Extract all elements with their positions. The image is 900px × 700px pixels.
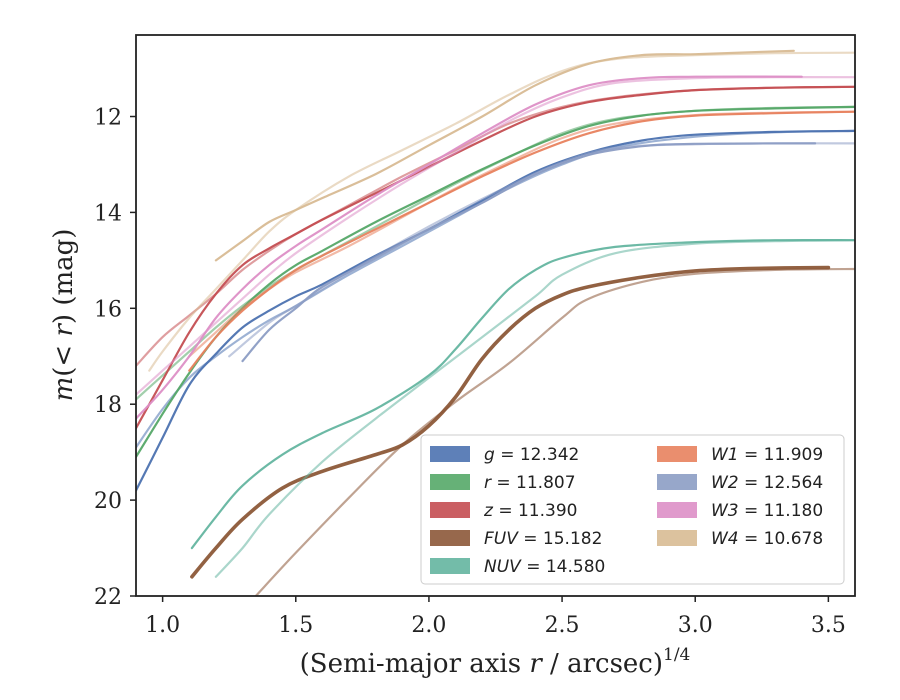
legend-label-g: g = 12.342 [484,445,579,465]
curve-nuv-thick-0 [190,238,855,550]
legend-label-w3: W3 = 11.180 [711,501,823,521]
legend-swatch-w4 [657,530,697,546]
x-tick-label: 3.0 [678,613,713,638]
legend-label-z: z = 11.390 [483,501,577,521]
legend-swatch-w3 [657,502,697,518]
plot-frame [135,34,856,597]
legend-label-w1: W1 = 11.909 [711,445,823,465]
legend-swatch-fuv [430,530,470,546]
legend-box [420,434,845,585]
curve-w2-faint-1 [228,142,855,358]
y-axis-label: m(< r) (mag) [49,229,79,402]
x-tick-label: 1.5 [278,613,313,638]
legend-swatch-nuv [430,558,470,574]
y-tick-label: 22 [94,585,122,610]
x-axis-label: (Semi-major axis r / arcsec)1/4 [300,645,691,679]
curve-fuv-faint-1 [254,267,855,596]
x-tick-label: 2.0 [411,613,446,638]
y-tick-label: 14 [94,201,122,226]
x-tick-label: 1.0 [145,613,180,638]
curve-fuv-band-0 [190,265,831,579]
curve-w1-faint-1 [188,110,855,358]
curve-r-faint-1 [136,105,855,401]
legend-label-nuv: NUV = 14.580 [484,557,605,577]
x-tick-label: 3.5 [811,613,846,638]
y-tick-label: 12 [94,106,122,131]
curve-w4-faint-1 [148,51,855,372]
legend-label-w4: W4 = 10.678 [711,529,823,549]
x-tick-label: 2.5 [545,613,580,638]
legend-swatch-w2 [657,474,697,490]
legend-label-w2: W2 = 12.564 [711,473,823,493]
y-tick-label: 18 [94,393,122,418]
legend: g = 12.342 r = 11.807 z = 11.390 FUV = 15.1… [420,434,845,585]
legend-label-r: r = 11.807 [484,473,576,493]
curve-nuv-faint-1 [214,239,855,578]
curve-g-faint-1 [136,129,855,449]
tick-layer: 1.0 1.5 2.0 2.5 3.0 3.5 12 14 16 18 20 22 [94,106,846,638]
y-tick-label: 20 [94,489,122,514]
legend-swatch-g [430,446,470,462]
curve-w3-faint-1 [136,76,855,396]
legend-swatch-r [430,474,470,490]
curve-z-faint-1 [136,85,855,367]
y-tick-label: 16 [94,297,122,322]
curve-layer [136,49,855,596]
legend-swatch-w1 [657,446,697,462]
legend-swatch-z [430,502,470,518]
legend-label-fuv: FUV = 15.182 [484,529,602,549]
